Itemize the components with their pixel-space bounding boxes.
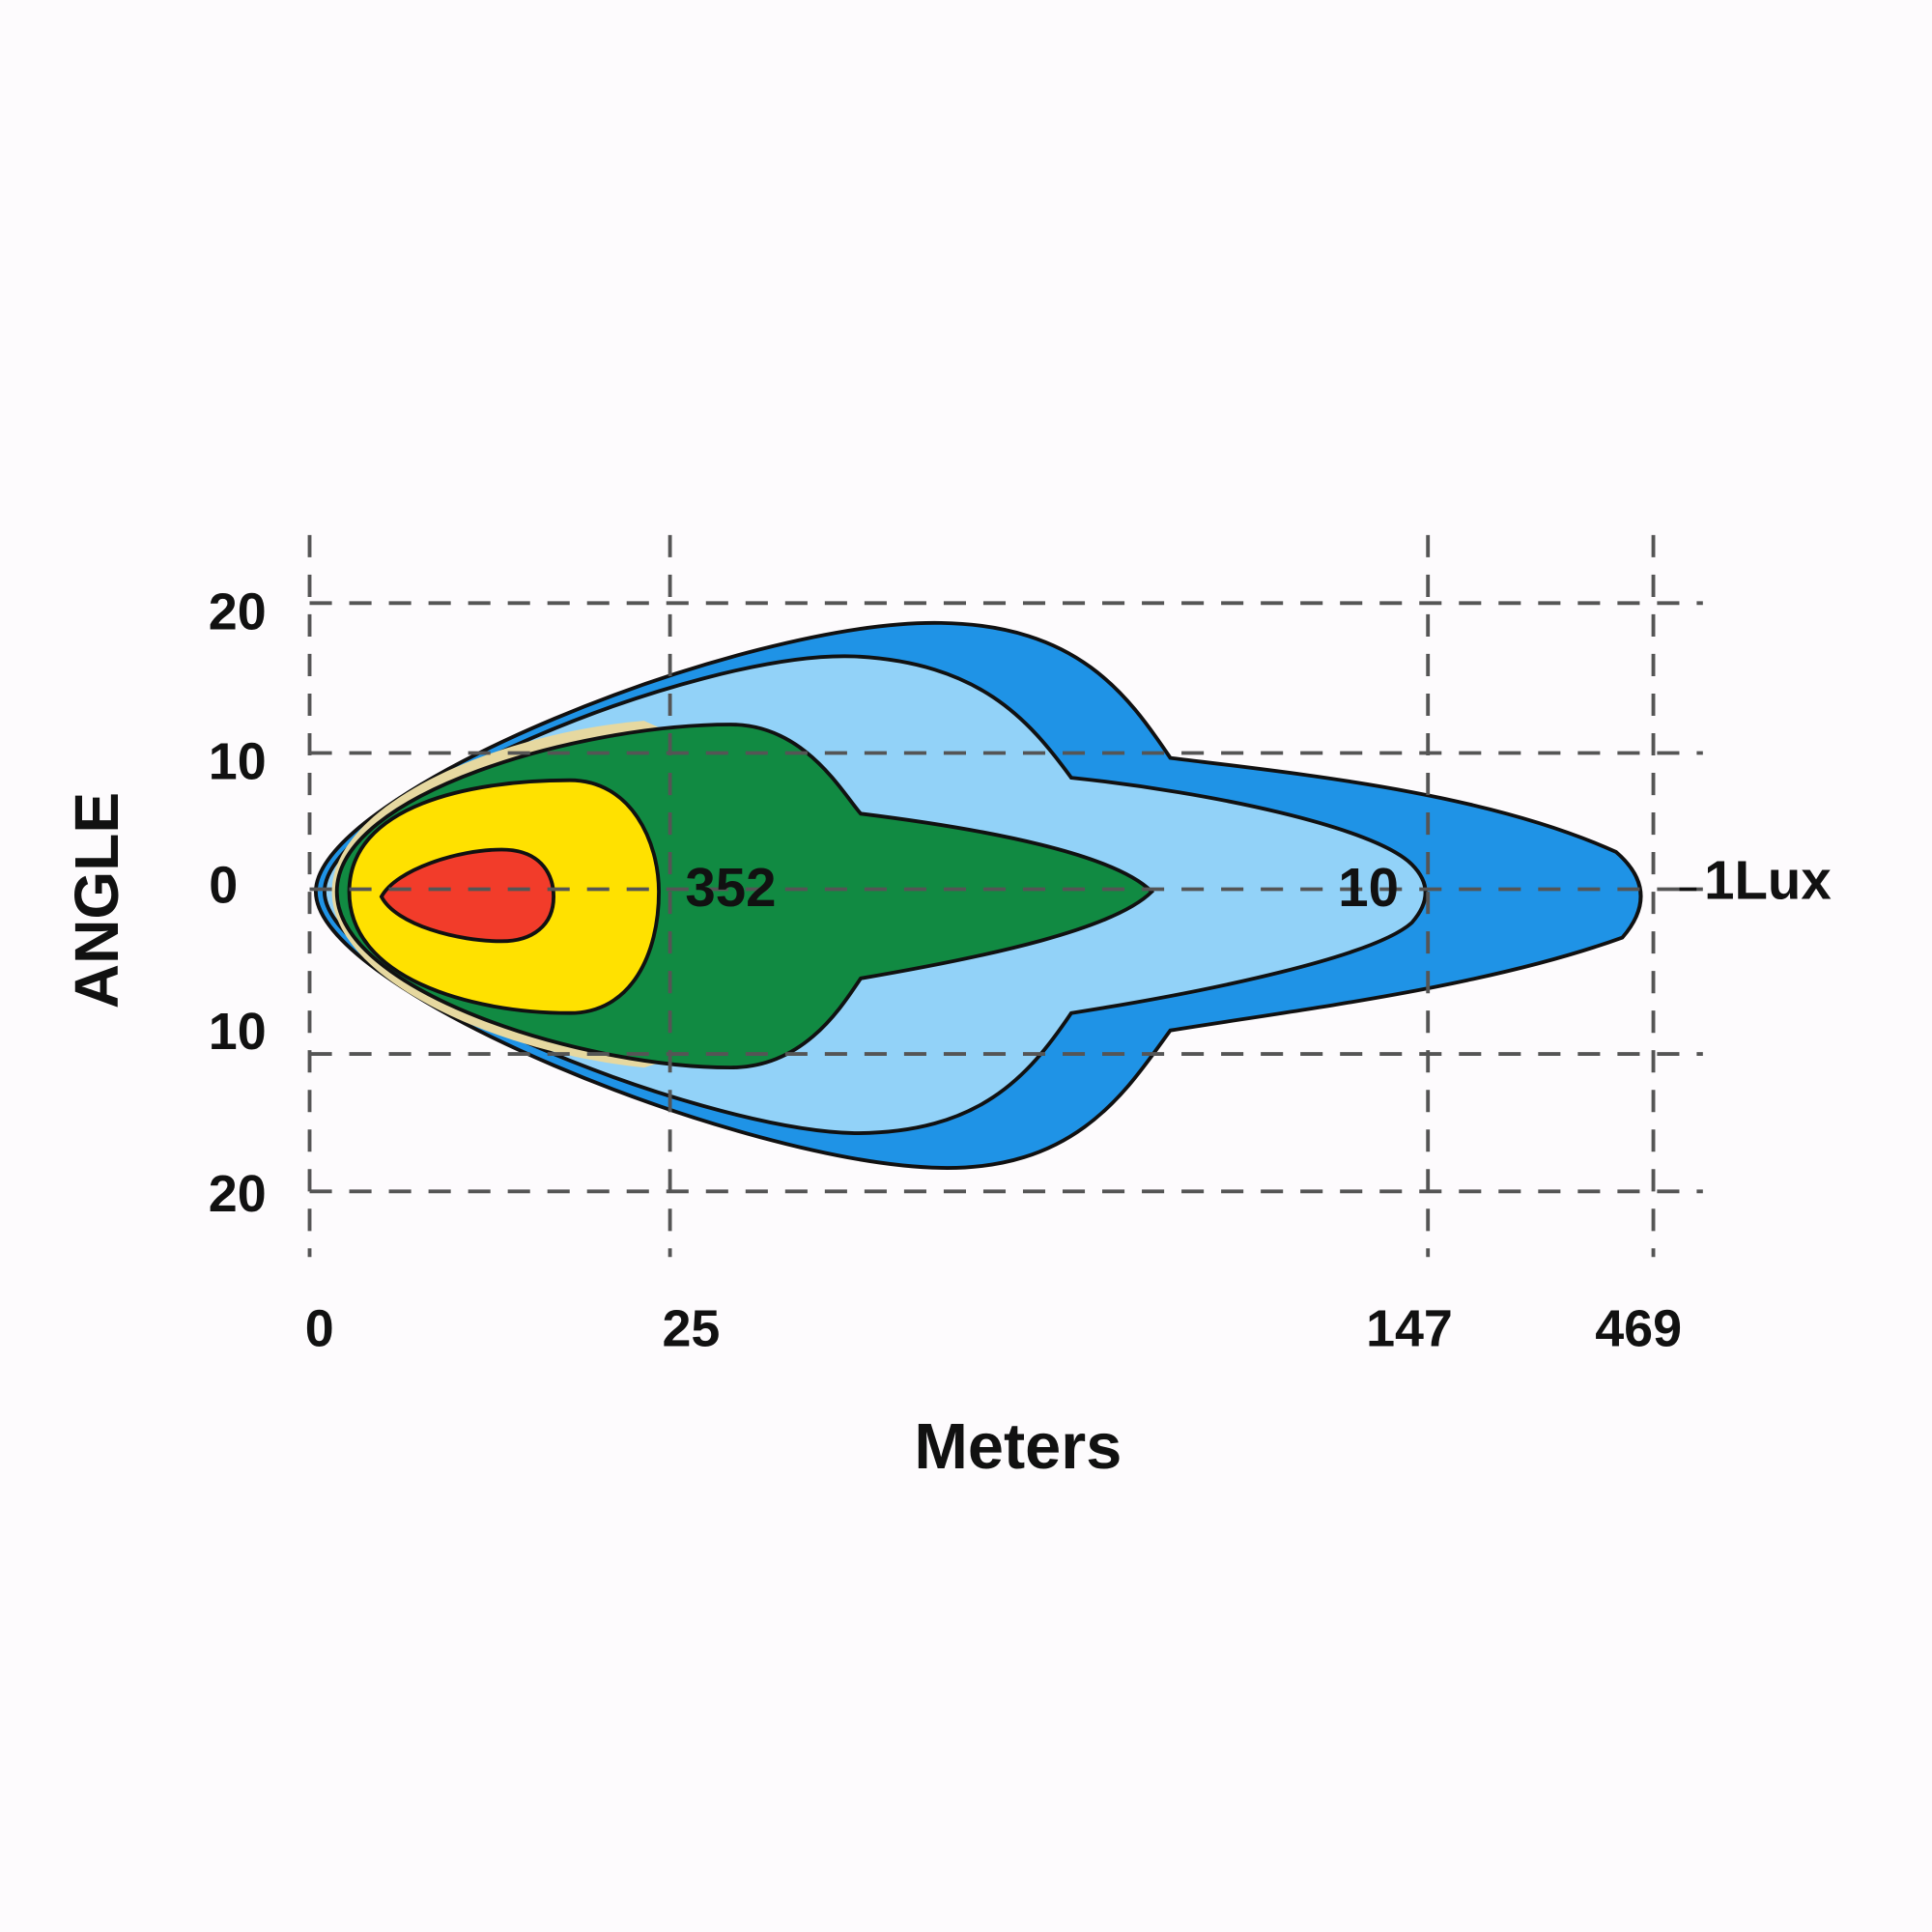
zone-label: 10: [1338, 857, 1399, 918]
y-label: 10: [209, 1003, 267, 1061]
x-label: 25: [662, 1300, 720, 1358]
zone-label: 352: [685, 857, 776, 918]
x-title: Meters: [914, 1411, 1122, 1483]
y-label: 10: [209, 733, 267, 791]
x-label: 147: [1366, 1300, 1453, 1358]
x-label: 469: [1595, 1300, 1682, 1358]
y-title: ANGLE: [62, 792, 131, 1009]
y-label: 20: [209, 582, 267, 640]
x-label: 0: [305, 1300, 334, 1358]
grid: [307, 534, 1703, 1258]
y-label: 20: [209, 1165, 267, 1223]
y-label: 0: [209, 857, 238, 915]
zone-label: 1Lux: [1704, 849, 1832, 910]
zone-red: [379, 847, 556, 944]
